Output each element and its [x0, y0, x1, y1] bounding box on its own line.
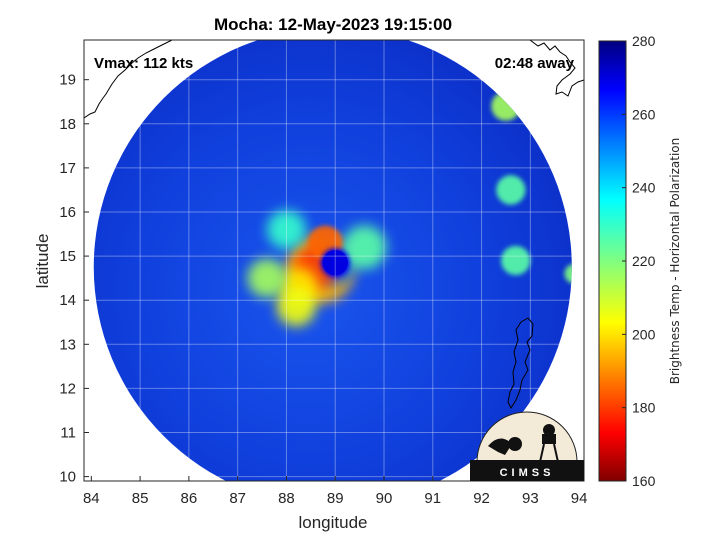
- logo-tower-icon: [542, 434, 556, 444]
- colorbar-tick-label: 280: [632, 33, 656, 49]
- y-tick-label: 19: [59, 72, 76, 89]
- colorbar-ticks: 160 180 200 220 240 260 280: [622, 33, 656, 489]
- axes-box: [83, 39, 585, 482]
- coastline-island: [507, 317, 534, 410]
- logo-dish-icon: [488, 438, 512, 455]
- colorbar-tick-label: 200: [632, 326, 656, 342]
- logo-text: CIMSS: [500, 467, 555, 479]
- chart-title: Mocha: 12-May-2023 19:15:00: [214, 15, 452, 34]
- convection-feature: [342, 225, 387, 270]
- x-tick-label: 88: [278, 490, 295, 507]
- y-tick-label: 13: [59, 336, 76, 353]
- x-tick-label: 92: [473, 490, 490, 507]
- coastline-india: [84, 40, 173, 119]
- convection-feature: [501, 245, 531, 276]
- colorbar-tick-label: 240: [632, 180, 656, 196]
- convection-feature: [564, 263, 572, 284]
- colorbar-tick-label: 160: [632, 473, 656, 489]
- convection-feature: [496, 175, 526, 205]
- y-axis-label: latitude: [33, 234, 52, 289]
- y-tick-label: 11: [60, 424, 76, 441]
- y-tick-label: 15: [59, 248, 76, 265]
- convection-feature: [266, 210, 306, 250]
- logo-base: [470, 460, 584, 481]
- x-tick-label: 85: [132, 490, 149, 507]
- brightness-swath: [93, 40, 572, 481]
- logo-dome-icon: [508, 437, 522, 451]
- x-tick-label: 91: [424, 490, 441, 507]
- coastline: [84, 40, 584, 410]
- x-tick-label: 87: [229, 490, 246, 507]
- coastline-myanmar: [529, 40, 584, 97]
- y-tick-label: 16: [59, 204, 76, 221]
- x-tick-label: 86: [181, 490, 198, 507]
- x-tick-label: 93: [522, 490, 539, 507]
- convection-feature: [247, 258, 287, 298]
- colorbar-tick-label: 260: [632, 106, 656, 122]
- y-tick-label: 17: [59, 160, 76, 177]
- colorbar-tick-label: 180: [632, 400, 656, 416]
- time-away-annotation: 02:48 away: [495, 55, 575, 72]
- colorbar-tick-label: 220: [632, 253, 656, 269]
- x-tick-label: 90: [376, 490, 393, 507]
- x-tick-label: 84: [83, 490, 100, 507]
- vmax-annotation: Vmax: 112 kts: [94, 55, 193, 72]
- x-tick-label: 94: [571, 490, 588, 507]
- y-tick-label: 10: [59, 469, 76, 486]
- colorbar-label: Brightness Temp - Horizontal Polarizatio…: [668, 138, 682, 385]
- storm-eye-core: [322, 250, 348, 276]
- cimss-logo: CIMSS: [470, 411, 584, 481]
- convection-feature: [276, 287, 316, 327]
- x-tick-label: 89: [327, 490, 344, 507]
- y-tick-label: 12: [59, 380, 76, 397]
- y-axis-ticks: 10 11 12 13 14 15 16 17 18 19: [59, 72, 89, 486]
- x-axis-label: longitude: [298, 513, 367, 532]
- y-tick-label: 18: [59, 116, 76, 133]
- y-tick-label: 14: [59, 292, 76, 309]
- colorbar: 160 180 200 220 240 260 280 Brightness Temp - …: [598, 33, 682, 489]
- x-axis-ticks: 84 85 86 87 88 89 90 91 92 93 94: [83, 476, 587, 507]
- colorbar-gradient: [598, 40, 627, 482]
